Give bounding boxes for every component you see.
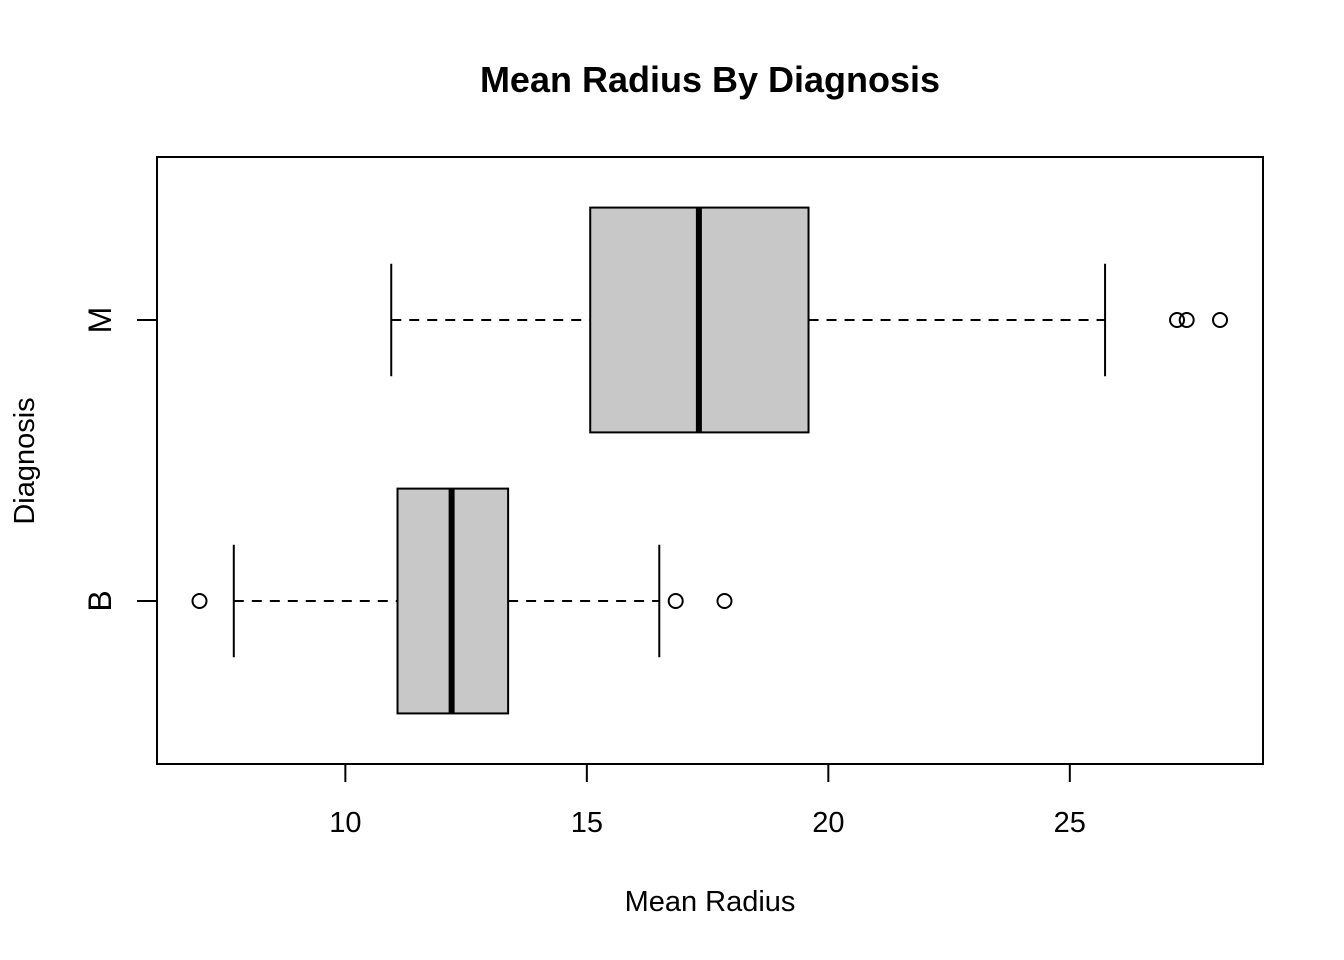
outlier-point xyxy=(1178,311,1195,328)
outlier-point xyxy=(716,593,733,610)
outlier-point xyxy=(191,593,208,610)
x-axis: 10 15 20 25 xyxy=(329,763,1086,839)
plot-marks xyxy=(191,206,1229,715)
x-axis-title: Mean Radius xyxy=(625,886,796,918)
chart-title: Mean Radius By Diagnosis xyxy=(480,59,940,100)
outlier-point xyxy=(1212,311,1229,328)
x-tick-label: 15 xyxy=(571,807,603,839)
x-tick-label: 25 xyxy=(1054,807,1086,839)
box-group-B xyxy=(191,487,733,715)
x-tick-label: 20 xyxy=(812,807,844,839)
y-axis-title: Diagnosis xyxy=(9,397,41,524)
x-tick-label: 10 xyxy=(329,807,361,839)
y-tick-label-M: M xyxy=(82,307,118,334)
y-axis: BM xyxy=(82,307,157,612)
outlier-point xyxy=(1169,311,1186,328)
box-group-M xyxy=(390,206,1229,434)
y-tick-label-B: B xyxy=(82,590,118,611)
outlier-point xyxy=(667,593,684,610)
